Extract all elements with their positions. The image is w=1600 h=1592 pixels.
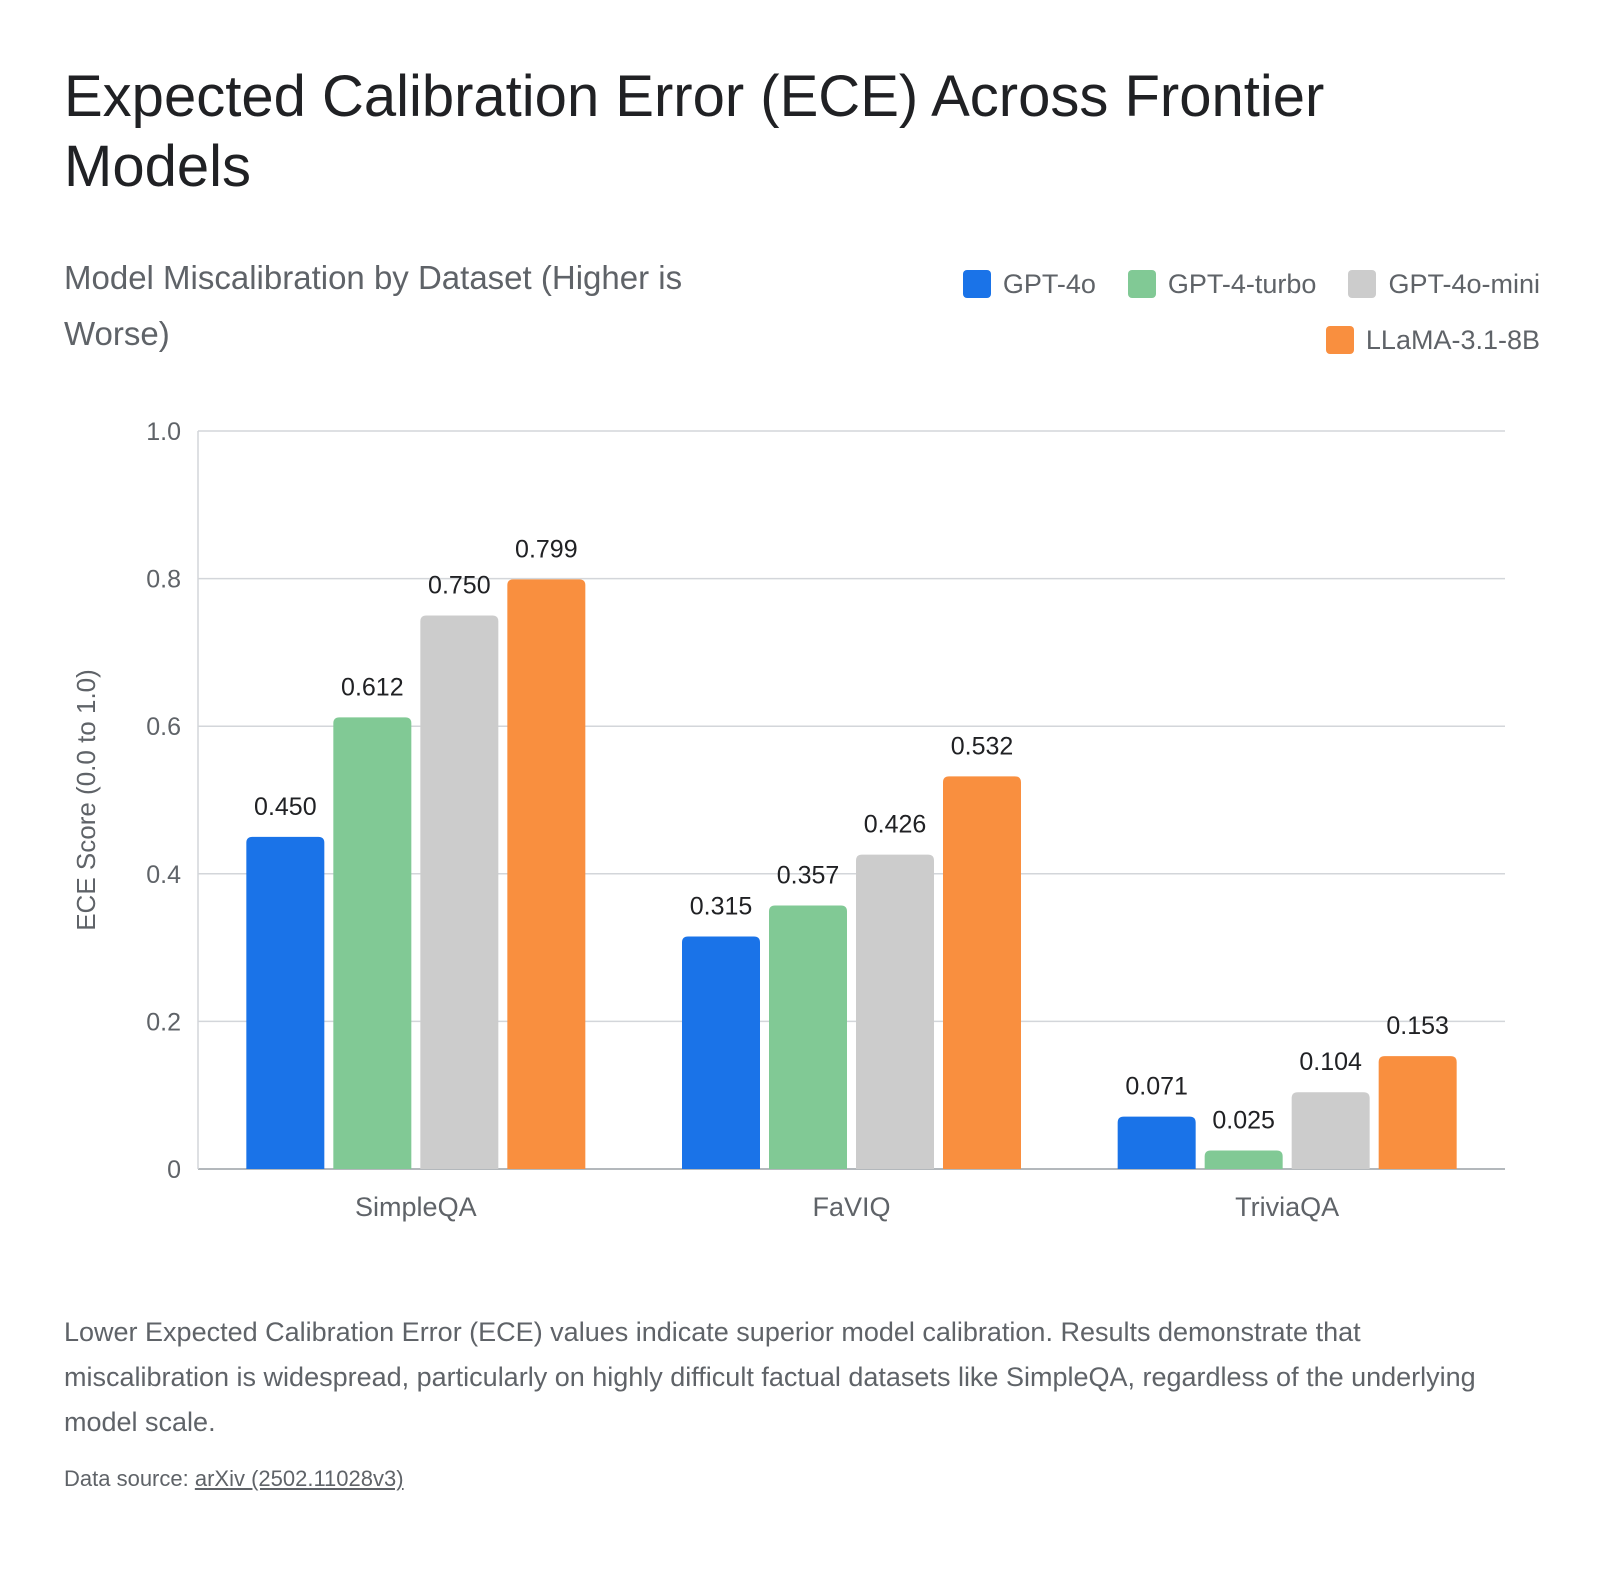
legend-item-gpt-4o: GPT-4o <box>962 266 1096 302</box>
bar <box>1204 1150 1283 1169</box>
legend-swatch <box>962 270 991 298</box>
data-label: 0.612 <box>341 673 404 701</box>
x-tick-label: SimpleQA <box>355 1192 477 1222</box>
y-tick-label: 0.2 <box>146 1008 181 1036</box>
data-source-prefix: Data source: <box>64 1466 195 1491</box>
data-label: 0.532 <box>951 732 1014 760</box>
y-tick-label: 0.6 <box>146 713 181 741</box>
data-label: 0.426 <box>864 811 927 839</box>
bar <box>943 776 1021 1169</box>
x-tick-label: FaVIQ <box>812 1192 890 1222</box>
bar-chart: 0 0.2 0.4 0.6 0.8 1.0 ECE Score (0.0 to 1.0) 0.… <box>71 418 1505 1222</box>
legend-label: GPT-4o-mini <box>1388 269 1540 299</box>
data-label: 0.104 <box>1299 1048 1362 1076</box>
bar <box>682 936 760 1169</box>
bar <box>507 579 586 1169</box>
bar <box>856 854 934 1169</box>
legend-label: LLaMA-3.1-8B <box>1365 325 1540 355</box>
data-label: 0.357 <box>777 862 840 890</box>
chart-caption: Lower Expected Calibration Error (ECE) v… <box>64 1317 1476 1437</box>
bar <box>1378 1056 1457 1169</box>
y-tick-label: 0 <box>167 1156 181 1184</box>
y-tick-label: 1.0 <box>146 418 181 446</box>
x-tick-label: TriviaQA <box>1235 1192 1339 1222</box>
legend-swatch <box>1127 270 1156 298</box>
chart-subtitle: Model Miscalibration by Dataset (Higher … <box>64 259 683 352</box>
y-tick-label: 0.8 <box>146 566 181 594</box>
chart-title: Expected Calibration Error (ECE) Across … <box>64 64 1325 199</box>
data-label: 0.315 <box>690 893 753 921</box>
bar <box>246 836 325 1169</box>
y-tick-label: 0.4 <box>146 861 181 889</box>
data-label: 0.153 <box>1386 1012 1449 1040</box>
data-label: 0.799 <box>515 535 578 563</box>
data-label: 0.071 <box>1125 1073 1188 1101</box>
legend-label: GPT-4o <box>1002 269 1096 299</box>
bar <box>333 717 412 1169</box>
legend-label: GPT-4-turbo <box>1167 269 1317 299</box>
bar <box>769 905 847 1169</box>
legend-swatch <box>1348 270 1377 298</box>
legend-item-llama-3-1-8b: LLaMA-3.1-8B <box>1325 322 1540 358</box>
bar <box>420 615 499 1169</box>
data-source-link[interactable]: arXiv (2502.11028v3) <box>194 1466 404 1491</box>
legend: GPT-4o GPT-4-turbo GPT-4o-mini LLaMA-3.1… <box>900 266 1540 358</box>
bar <box>1117 1116 1196 1169</box>
bar <box>1291 1092 1370 1169</box>
data-label: 0.750 <box>428 572 491 600</box>
y-axis-label: ECE Score (0.0 to 1.0) <box>71 669 101 931</box>
data-source: Data source: arXiv (2502.11028v3) <box>64 1466 404 1492</box>
data-label: 0.025 <box>1212 1107 1275 1135</box>
data-label: 0.450 <box>254 793 317 821</box>
legend-swatch <box>1325 326 1354 354</box>
legend-item-gpt-4-turbo: GPT-4-turbo <box>1127 266 1317 302</box>
legend-item-gpt-4o-mini: GPT-4o-mini <box>1348 266 1540 302</box>
